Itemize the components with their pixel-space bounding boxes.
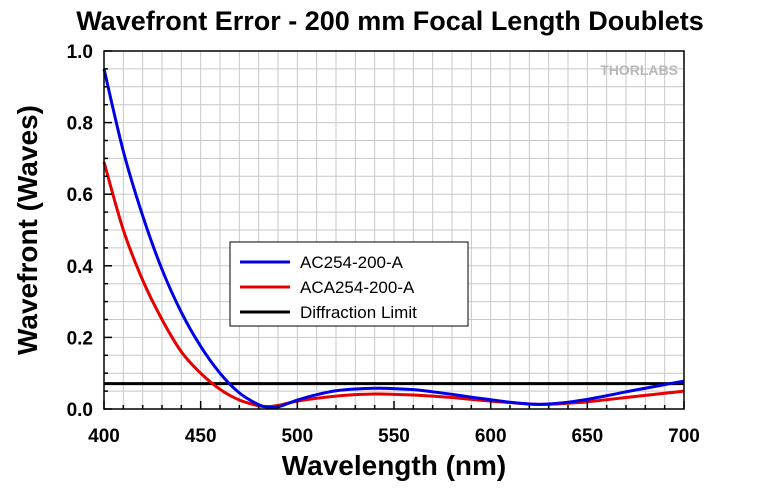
legend-label-diffraction-limit: Diffraction Limit [300,303,417,322]
series-lines [102,68,685,409]
x-tick-label: 500 [281,426,313,447]
legend: AC254-200-A ACA254-200-A Diffraction Limit [229,241,469,327]
y-tick-label: 1.0 [67,42,93,63]
y-tick-labels: 0.0 0.2 0.4 0.6 0.8 1.0 [67,42,94,421]
grid-lines [104,51,684,409]
axis-ticks [103,50,685,410]
x-tick-label: 450 [185,426,217,447]
y-tick-label: 0.2 [67,328,93,349]
x-tick-labels: 400 450 500 550 600 650 700 [88,426,700,447]
x-axis-label: Wavelength (nm) [282,450,507,481]
x-tick-label: 650 [571,426,603,447]
legend-label-aca254-200-a: ACA254-200-A [300,278,415,297]
chart-title: Wavefront Error - 200 mm Focal Length Do… [76,6,704,36]
series-line-ac254-200-a [102,68,685,409]
y-tick-label: 0.4 [67,257,94,278]
x-tick-label: 550 [378,426,410,447]
x-tick-label: 600 [475,426,507,447]
y-tick-label: 0.6 [67,185,93,206]
series-line-aca254-200-a [102,161,685,409]
y-axis-label: Wavefront (Waves) [12,105,43,355]
x-tick-label: 700 [668,426,700,447]
y-tick-label: 0.0 [67,400,93,421]
thorlabs-watermark: THORLABS [600,62,678,78]
x-tick-label: 400 [88,426,120,447]
y-tick-label: 0.8 [67,114,93,135]
legend-label-ac254-200-a: AC254-200-A [300,253,404,272]
